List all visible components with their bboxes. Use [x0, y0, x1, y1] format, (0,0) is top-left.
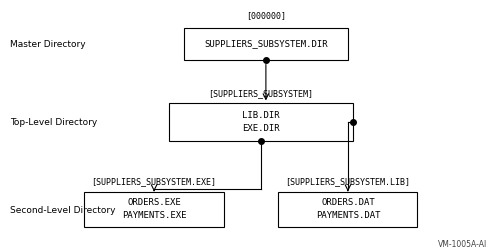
- Bar: [169, 103, 353, 141]
- Text: [SUPPLIERS_SUBSYSTEM.LIB]: [SUPPLIERS_SUBSYSTEM.LIB]: [285, 177, 411, 186]
- Text: [SUPPLIERS_SUBSYSTEM.EXE]: [SUPPLIERS_SUBSYSTEM.EXE]: [91, 177, 217, 186]
- Text: Top-Level Directory: Top-Level Directory: [10, 118, 97, 127]
- Text: VM-1005A-AI: VM-1005A-AI: [438, 240, 487, 249]
- Bar: [184, 28, 348, 60]
- Text: SUPPLIERS_SUBSYSTEM.DIR: SUPPLIERS_SUBSYSTEM.DIR: [204, 40, 328, 49]
- Bar: [84, 192, 224, 227]
- Text: ORDERS.EXE
PAYMENTS.EXE: ORDERS.EXE PAYMENTS.EXE: [122, 198, 186, 220]
- Text: Master Directory: Master Directory: [10, 40, 85, 49]
- Text: [000000]: [000000]: [246, 11, 286, 20]
- Bar: [278, 192, 417, 227]
- Text: ORDERS.DAT
PAYMENTS.DAT: ORDERS.DAT PAYMENTS.DAT: [316, 198, 380, 220]
- Text: Second-Level Directory: Second-Level Directory: [10, 206, 115, 215]
- Text: LIB.DIR
EXE.DIR: LIB.DIR EXE.DIR: [242, 111, 280, 133]
- Text: [SUPPLIERS_SUBSYSTEM]: [SUPPLIERS_SUBSYSTEM]: [208, 89, 314, 98]
